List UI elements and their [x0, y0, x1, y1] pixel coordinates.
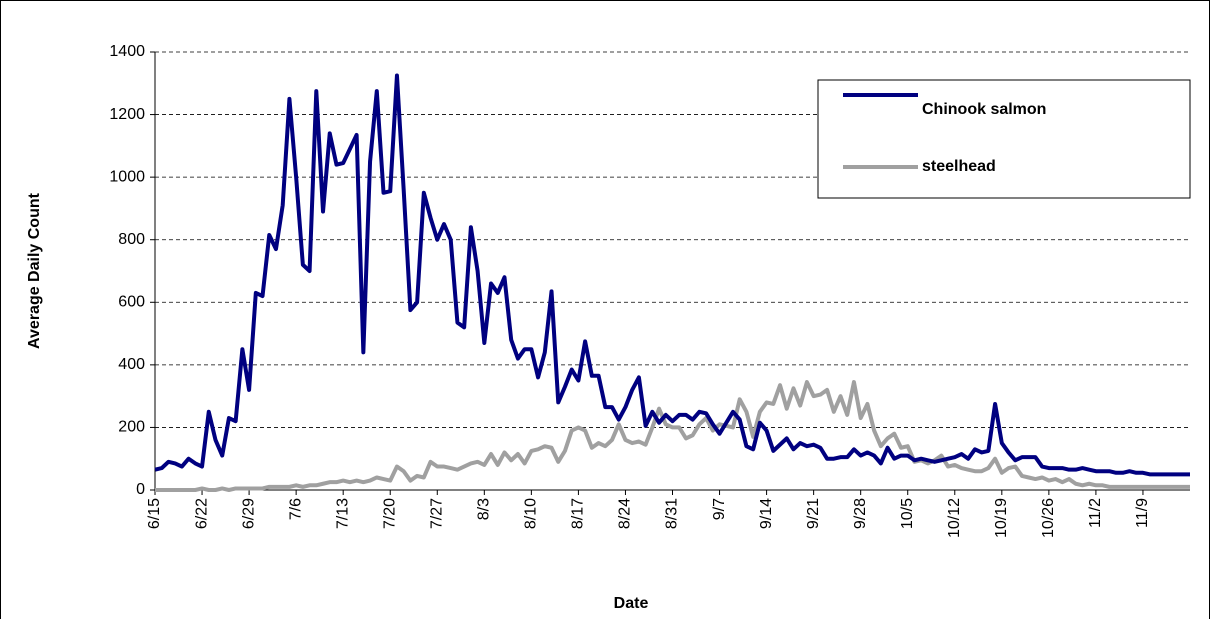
- x-tick-label: 11/9: [1134, 498, 1151, 528]
- x-tick-label: 9/7: [711, 498, 728, 520]
- y-tick-label: 200: [118, 419, 145, 436]
- x-tick-label: 10/12: [946, 498, 963, 538]
- legend-label: Chinook salmon: [922, 101, 1046, 118]
- x-tick-label: 6/29: [240, 498, 257, 529]
- y-tick-label: 400: [118, 356, 145, 373]
- series-line: [155, 380, 1190, 492]
- legend-label: steelhead: [922, 158, 996, 175]
- x-tick-label: 7/20: [381, 498, 398, 529]
- y-tick-label: 0: [136, 481, 145, 498]
- x-tick-label: 8/3: [476, 498, 493, 520]
- x-tick-label: 9/28: [852, 498, 869, 529]
- x-tick-label: 8/31: [664, 498, 681, 529]
- x-tick-label: 8/17: [570, 498, 587, 529]
- x-tick-label: 10/19: [993, 498, 1010, 538]
- x-tick-label: 6/22: [193, 498, 210, 529]
- x-tick-label: 8/10: [523, 498, 540, 529]
- x-tick-label: 7/13: [334, 498, 351, 529]
- y-tick-label: 1000: [109, 168, 145, 185]
- x-tick-label: 8/24: [617, 498, 634, 529]
- x-tick-label: 9/21: [805, 498, 822, 529]
- y-tick-label: 600: [118, 294, 145, 311]
- x-axis-title: Date: [614, 595, 649, 612]
- x-tick-label: 7/27: [428, 498, 445, 529]
- y-tick-label: 1200: [109, 106, 145, 123]
- series-line: [154, 73, 1190, 477]
- x-tick-label: 10/26: [1040, 498, 1057, 538]
- x-tick-label: 7/6: [287, 498, 304, 520]
- y-axis-title: Average Daily Count: [26, 192, 43, 349]
- y-tick-label: 1400: [109, 43, 145, 60]
- x-tick-label: 6/15: [146, 498, 163, 529]
- x-tick-label: 10/5: [899, 498, 916, 529]
- x-tick-label: 11/2: [1087, 498, 1104, 528]
- x-tick-label: 9/14: [758, 498, 775, 529]
- y-tick-label: 800: [118, 231, 145, 248]
- legend-box: [817, 79, 1191, 199]
